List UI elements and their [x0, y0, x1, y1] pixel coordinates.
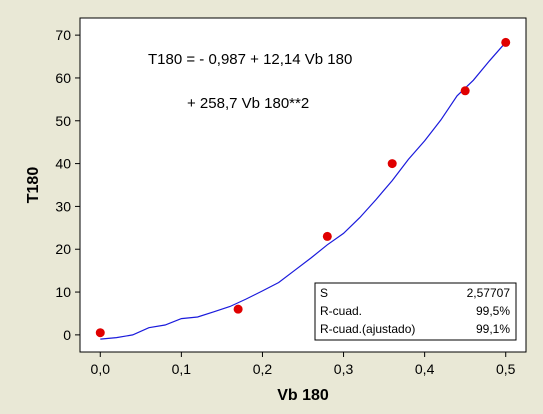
equation-line-2: + 258,7 Vb 180**2 — [187, 95, 309, 112]
fitted-curve — [100, 41, 507, 340]
y-tick-label: 40 — [55, 156, 71, 172]
y-tick-label: 30 — [55, 198, 71, 214]
equation-line-1: T180 = - 0,987 + 12,14 Vb 180 — [148, 51, 352, 68]
data-point — [233, 304, 243, 314]
data-point — [95, 328, 105, 338]
y-tick-label: 20 — [55, 241, 71, 257]
data-point — [322, 231, 332, 241]
stat-label: R-cuad. — [320, 304, 362, 318]
y-tick-label: 10 — [55, 284, 71, 300]
stat-label: S — [320, 286, 328, 300]
stat-label: R-cuad.(ajustado) — [320, 322, 415, 336]
x-tick-label: 0,2 — [253, 361, 273, 377]
stats-box: S 2,57707 R-cuad. 99,5% R-cuad.(ajustado) 99,… — [314, 282, 517, 341]
x-tick-label: 0,1 — [172, 361, 192, 377]
y-axis: 0 10 20 30 40 50 60 70 — [55, 27, 80, 343]
data-point — [501, 37, 511, 47]
y-tick-label: 70 — [55, 27, 71, 43]
data-point — [460, 86, 470, 96]
data-point — [387, 159, 397, 169]
y-tick-label: 60 — [55, 70, 71, 86]
x-tick-label: 0,5 — [496, 361, 516, 377]
data-points — [95, 37, 511, 338]
y-tick-label: 50 — [55, 113, 71, 129]
y-axis-title: T180 — [25, 167, 42, 204]
x-tick-label: 0,4 — [415, 361, 435, 377]
stat-value: 99,5% — [476, 304, 510, 318]
y-tick-label: 0 — [63, 327, 71, 343]
stat-value: 99,1% — [476, 322, 510, 336]
x-axis-title: Vb 180 — [277, 387, 329, 404]
x-tick-label: 0,0 — [91, 361, 111, 377]
x-axis: 0,0 0,1 0,2 0,3 0,4 0,5 — [91, 352, 516, 377]
x-tick-label: 0,3 — [334, 361, 354, 377]
stat-value: 2,57707 — [467, 286, 511, 300]
